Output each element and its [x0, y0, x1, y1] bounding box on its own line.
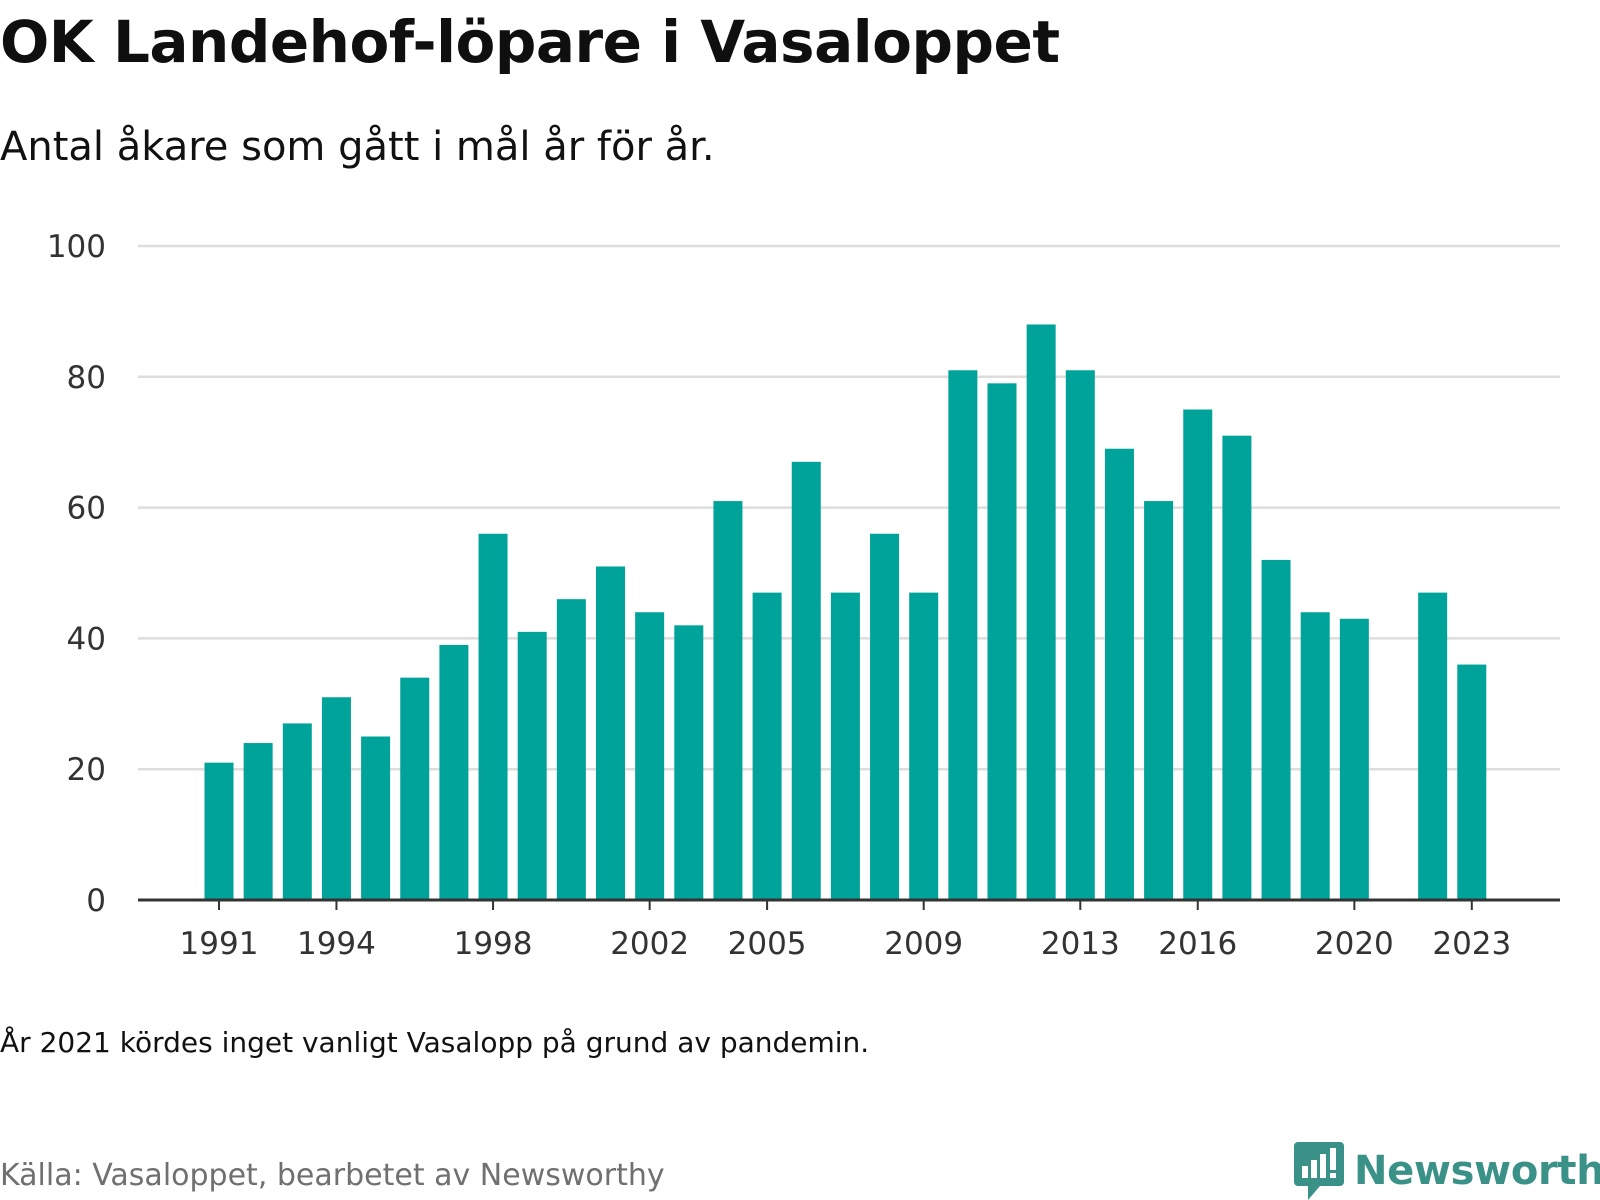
- bar-1992: [243, 743, 273, 900]
- y-tick-label: 60: [67, 491, 106, 527]
- x-tick-label: 2023: [1432, 926, 1511, 962]
- y-tick-label: 20: [67, 752, 106, 788]
- x-tick-label: 2009: [884, 926, 963, 962]
- brand-name: Newsworthy: [1354, 1148, 1600, 1194]
- bar-1994: [321, 697, 351, 900]
- bar-2002: [635, 612, 665, 900]
- x-tick-label: 1991: [180, 926, 259, 962]
- x-tick-label: 2005: [728, 926, 807, 962]
- bar-2022: [1418, 592, 1448, 900]
- bar-2014: [1104, 448, 1134, 900]
- bar-chart: 0 20 40 60 80 100 1991 1994 1998 2002 2005 2009 2013…: [47, 229, 1560, 962]
- bar-2013: [1065, 370, 1095, 900]
- bar-1995: [361, 736, 391, 900]
- bar-2012: [1026, 324, 1056, 901]
- bar-2004: [713, 501, 743, 900]
- bar-1998: [478, 533, 508, 900]
- x-tick-label: 2020: [1315, 926, 1394, 962]
- bar-1991: [204, 762, 234, 900]
- bar-2000: [556, 599, 586, 900]
- bar-2005: [752, 592, 782, 900]
- bar-2018: [1261, 559, 1291, 900]
- bar-2001: [596, 566, 625, 900]
- bar-2006: [791, 461, 821, 900]
- bar-1997: [439, 644, 469, 900]
- brand-logo: Newsworthy: [1294, 1142, 1600, 1200]
- bar-2019: [1300, 612, 1330, 900]
- bar-2016: [1183, 409, 1213, 900]
- bar-1999: [517, 631, 547, 900]
- y-tick-label: 80: [67, 360, 106, 396]
- x-tick-label: 2013: [1041, 926, 1120, 962]
- x-tick-label: 2002: [610, 926, 689, 962]
- x-tick-label: 1998: [454, 926, 533, 962]
- x-tick-label: 1994: [297, 926, 376, 962]
- chart-title: OK Landehof-löpare i Vasaloppet: [0, 8, 1060, 76]
- bar-2023: [1457, 664, 1487, 900]
- bar-2010: [948, 370, 978, 900]
- y-tick-label: 40: [67, 621, 106, 657]
- y-tick-label: 0: [86, 883, 106, 919]
- bar-1993: [282, 723, 312, 900]
- bar-2003: [674, 625, 704, 900]
- bar-2007: [830, 592, 860, 900]
- bar-2015: [1144, 501, 1174, 900]
- y-tick-label: 100: [47, 229, 106, 265]
- bar-2009: [909, 592, 939, 900]
- x-tick-label: 2016: [1158, 926, 1237, 962]
- bar-2017: [1222, 435, 1252, 900]
- bar-2011: [987, 383, 1017, 901]
- source-text: Källa: Vasaloppet, bearbetet av Newswort…: [0, 1158, 665, 1193]
- bar-2020: [1339, 618, 1369, 900]
- newsworthy-logo-icon: [1294, 1142, 1344, 1200]
- bar-2008: [870, 533, 900, 900]
- bar-1996: [400, 677, 430, 900]
- footnote: År 2021 kördes inget vanligt Vasalopp på…: [0, 1026, 870, 1059]
- chart-subtitle: Antal åkare som gått i mål år för år.: [0, 124, 715, 170]
